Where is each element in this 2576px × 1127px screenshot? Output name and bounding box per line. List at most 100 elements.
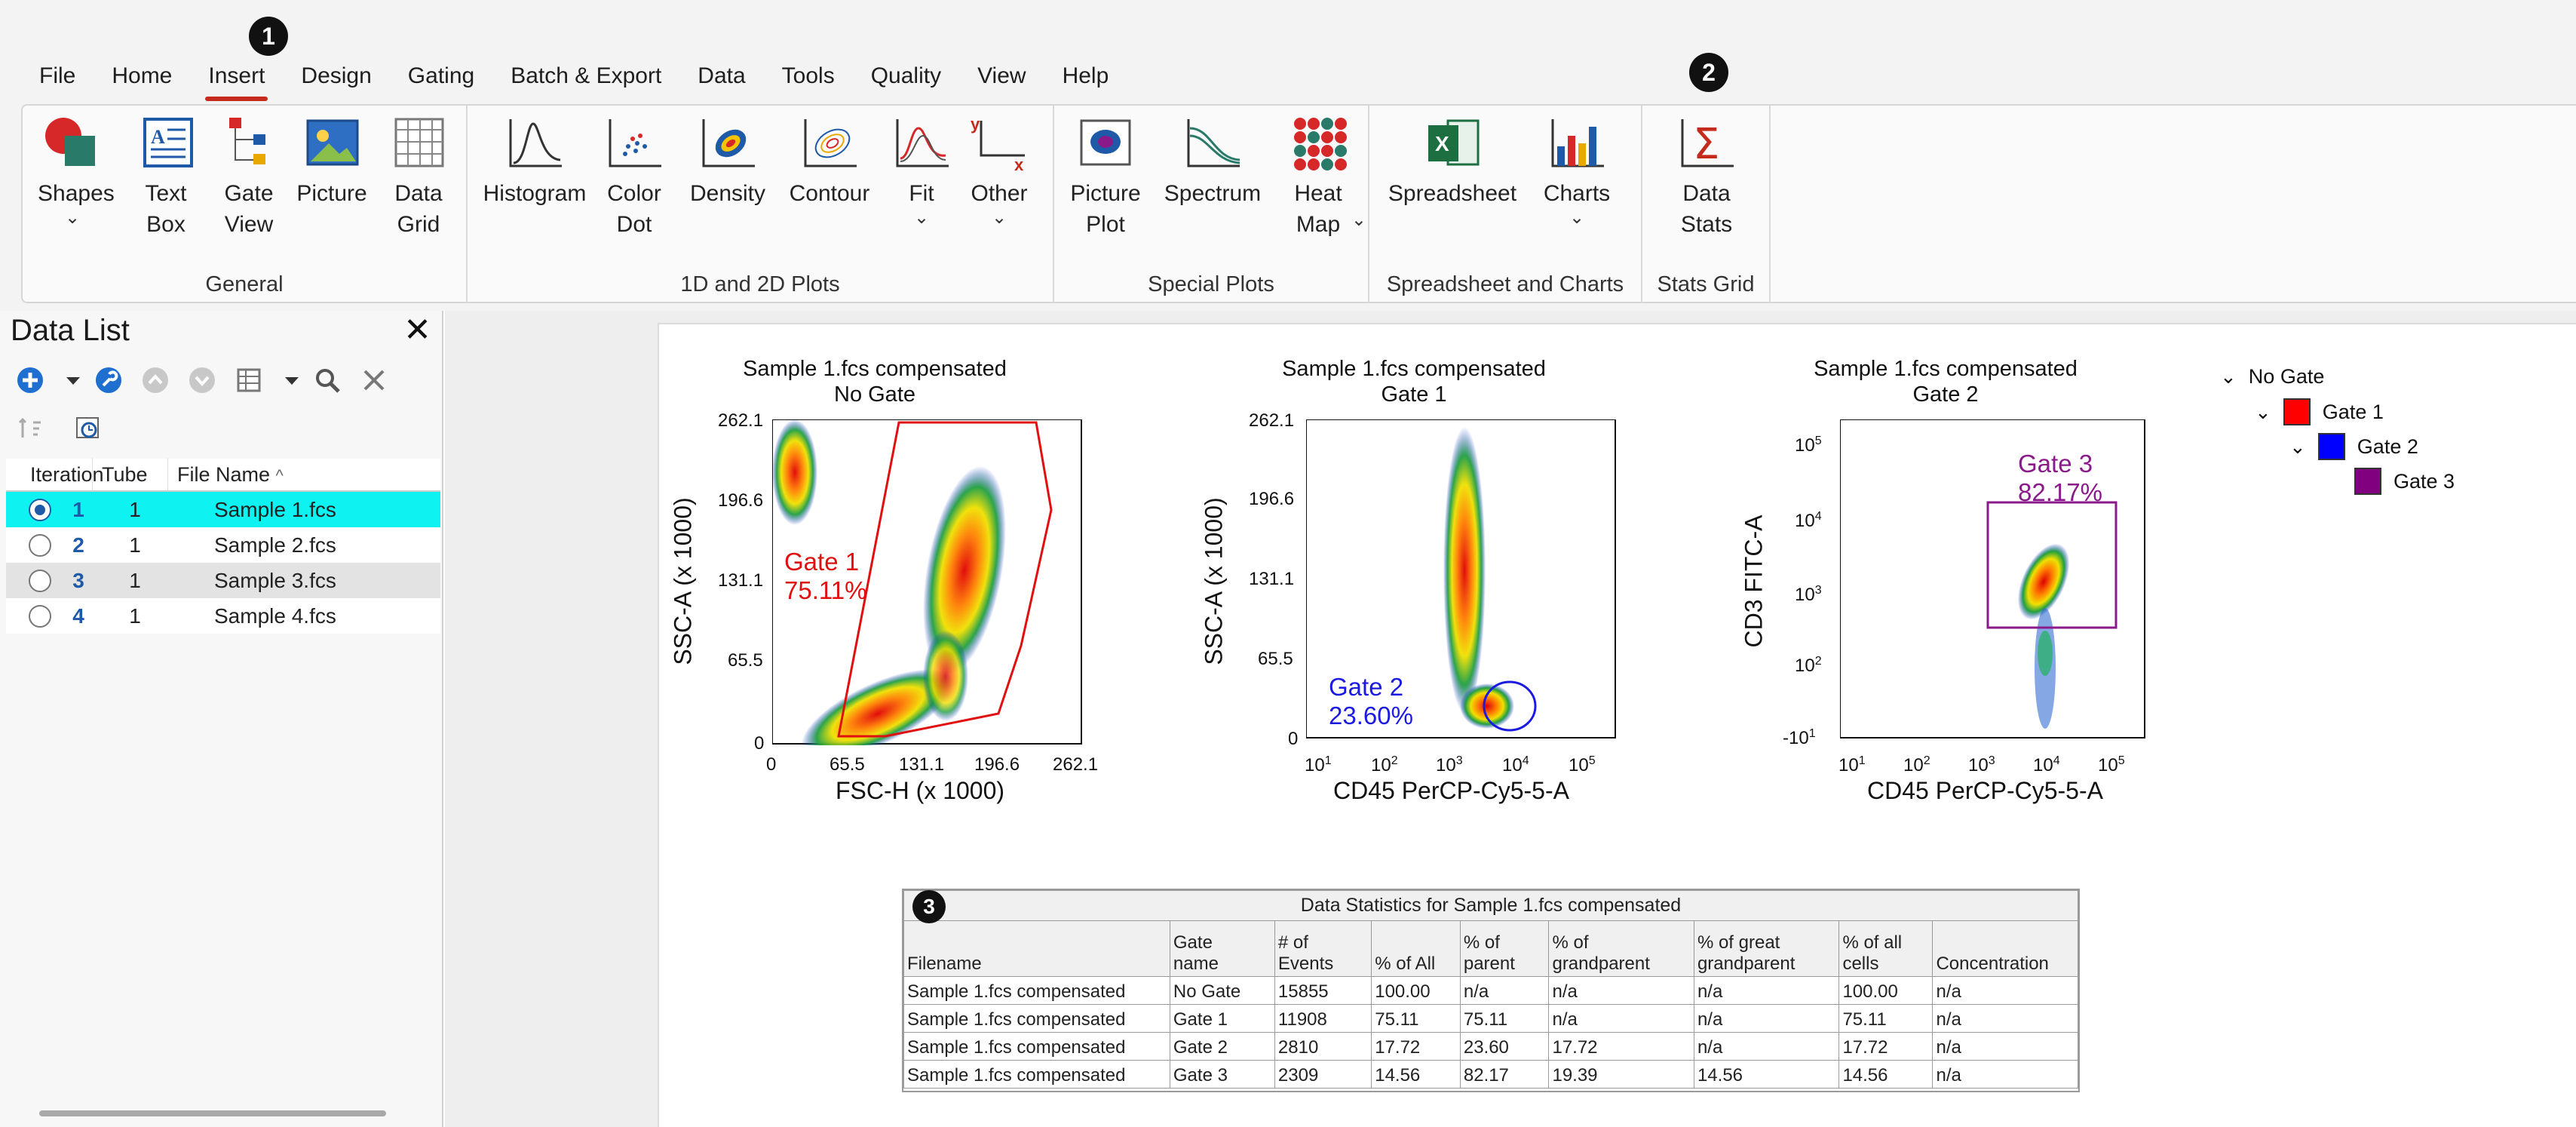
- ribbon-group-special-label: Special Plots: [1148, 272, 1274, 296]
- stats-cell: 75.11: [1459, 1004, 1550, 1033]
- plot-1-xtick: 131.1: [899, 754, 945, 775]
- dropdown-arrow-icon[interactable]: [62, 365, 84, 395]
- charts-button[interactable]: Charts ⌄: [1535, 113, 1618, 264]
- picture-button[interactable]: Picture: [294, 113, 370, 264]
- stats-cell: 17.72: [1548, 1032, 1694, 1061]
- tree-node-label: No Gate: [2248, 365, 2325, 388]
- table-icon[interactable]: [234, 365, 264, 395]
- stats-row[interactable]: Sample 1.fcs compensated Gate 3 2309 14.56 8…: [903, 1060, 2078, 1089]
- plot-3-xtick-base: 10: [2033, 755, 2053, 775]
- stats-row[interactable]: Sample 1.fcs compensated No Gate 15855 100.…: [903, 976, 2078, 1005]
- text-box-button[interactable]: A Text Box: [136, 113, 196, 264]
- heat-map-button[interactable]: Heat Map ⌄: [1280, 113, 1366, 264]
- stats-row[interactable]: Sample 1.fcs compensated Gate 1 11908 75.11…: [903, 1004, 2078, 1033]
- row-radio-button[interactable]: [29, 604, 51, 628]
- plot-2-xtick-base: 10: [1371, 755, 1391, 775]
- horizontal-scrollbar[interactable]: [39, 1110, 386, 1116]
- ribbon-group-stats-label: Stats Grid: [1657, 272, 1755, 296]
- row-radio-button[interactable]: [29, 569, 51, 592]
- sort-icon[interactable]: [15, 413, 45, 444]
- color-dot-button[interactable]: Color Dot: [600, 113, 668, 264]
- menu-design[interactable]: Design: [301, 63, 372, 88]
- chevron-down-icon[interactable]: ⌄: [2255, 400, 2271, 423]
- plot-2-xtick-base: 10: [1436, 755, 1456, 775]
- plot-3-area[interactable]: [1840, 419, 2146, 739]
- add-icon[interactable]: [15, 365, 45, 395]
- close-icon[interactable]: ✕: [403, 312, 431, 349]
- delete-icon[interactable]: [359, 365, 389, 395]
- data-grid-button[interactable]: Data Grid: [385, 113, 452, 264]
- menu-data[interactable]: Data: [698, 63, 746, 88]
- plot-3-ytick-base: 10: [1795, 585, 1815, 605]
- gate-3-rectangle[interactable]: [1986, 501, 2118, 629]
- menu-tools[interactable]: Tools: [781, 63, 835, 88]
- tree-node-gate-2[interactable]: ⌄ Gate 2: [2289, 433, 2418, 460]
- tree-node-no-gate[interactable]: ⌄ No Gate: [2220, 365, 2324, 388]
- histogram-label: Histogram: [483, 181, 587, 206]
- plot-3-ylabel: CD3 FITC-A: [1740, 514, 1768, 648]
- data-list-row[interactable]: 4 1 Sample 4.fcs: [6, 598, 440, 634]
- menu-home[interactable]: Home: [112, 63, 173, 88]
- stats-row[interactable]: Sample 1.fcs compensated Gate 2 2810 17.72 2…: [903, 1032, 2078, 1061]
- menu-gating[interactable]: Gating: [407, 63, 475, 88]
- dropdown-arrow-icon[interactable]: [281, 365, 303, 395]
- row-tube: 1: [129, 497, 141, 521]
- histogram-button[interactable]: Histogram: [478, 113, 591, 264]
- fit-button[interactable]: Fit ⌄: [890, 113, 953, 264]
- gate-2-ellipse[interactable]: [1483, 680, 1537, 732]
- data-list-row[interactable]: 2 1 Sample 2.fcs: [6, 527, 440, 563]
- data-statistics-table[interactable]: Data Statistics for Sample 1.fcs compens…: [902, 889, 2080, 1092]
- tree-node-gate-3[interactable]: Gate 3: [2354, 468, 2455, 495]
- data-list-row[interactable]: 1 1 Sample 1.fcs: [6, 492, 440, 527]
- plot-1-xtick: 262.1: [1053, 754, 1099, 775]
- stats-cell: 15855: [1274, 976, 1372, 1005]
- gate-1-polygon[interactable]: [837, 421, 1053, 738]
- tree-node-gate-1[interactable]: ⌄ Gate 1: [2255, 398, 2384, 425]
- other-glyph-x: x: [1014, 155, 1024, 174]
- gate-3-name: Gate 3: [2018, 450, 2093, 478]
- search-icon[interactable]: [312, 365, 342, 395]
- picture-icon: [306, 119, 359, 166]
- wrench-icon[interactable]: [94, 365, 124, 395]
- column-header-file-name[interactable]: File Name ^: [168, 458, 440, 491]
- menu-help[interactable]: Help: [1062, 63, 1109, 88]
- move-down-icon[interactable]: [187, 365, 217, 395]
- data-stats-button[interactable]: Σ Data Stats: [1665, 113, 1748, 264]
- picture-plot-button[interactable]: Picture Plot: [1068, 113, 1143, 264]
- row-iteration: 3: [72, 568, 84, 592]
- shapes-button[interactable]: Shapes ⌄: [38, 113, 115, 264]
- gate-2-swatch: [2317, 433, 2345, 460]
- plot-3-xtick-base: 10: [1903, 755, 1924, 775]
- spectrum-button[interactable]: Spectrum: [1160, 113, 1265, 264]
- stats-cell: n/a: [1932, 1060, 2078, 1089]
- move-up-icon[interactable]: [140, 365, 170, 395]
- spreadsheet-button[interactable]: X Spreadsheet: [1385, 113, 1520, 264]
- plot-2-area[interactable]: [1306, 419, 1617, 739]
- chevron-down-icon[interactable]: ⌄: [2289, 435, 2306, 458]
- menu-file[interactable]: File: [39, 63, 76, 88]
- plot-3-ytick: 104: [1795, 510, 1822, 532]
- gate-view-button[interactable]: Gate View: [219, 113, 279, 264]
- menu-batch-export[interactable]: Batch & Export: [511, 63, 662, 88]
- column-header-tube[interactable]: Tube: [93, 458, 168, 491]
- data-list-rows: 1 1 Sample 1.fcs 2 1 Sample 2.fcs 3 1 Sample 3.f…: [6, 492, 440, 634]
- chevron-down-icon[interactable]: ⌄: [2220, 365, 2237, 388]
- data-list-row[interactable]: 3 1 Sample 3.fcs: [6, 563, 440, 598]
- density-button[interactable]: Density: [686, 113, 769, 264]
- chevron-down-icon: ⌄: [64, 207, 81, 228]
- stats-cell: 2810: [1274, 1032, 1372, 1061]
- timer-icon[interactable]: [72, 413, 103, 444]
- plot-3-ytick-exp: 3: [1814, 584, 1822, 597]
- plot-1-area[interactable]: [772, 419, 1083, 745]
- column-header-iteration[interactable]: Iteration: [6, 458, 104, 491]
- plot-1-ytick: 0: [754, 733, 765, 754]
- row-radio-button[interactable]: [29, 498, 51, 521]
- row-radio-button[interactable]: [29, 533, 51, 557]
- plot-2-ytick: 196.6: [1249, 489, 1295, 509]
- stats-cell: 23.60: [1459, 1032, 1550, 1061]
- menu-insert[interactable]: Insert: [190, 54, 283, 101]
- contour-button[interactable]: Contour: [784, 113, 875, 264]
- menu-view[interactable]: View: [977, 63, 1026, 88]
- menu-quality[interactable]: Quality: [870, 63, 942, 88]
